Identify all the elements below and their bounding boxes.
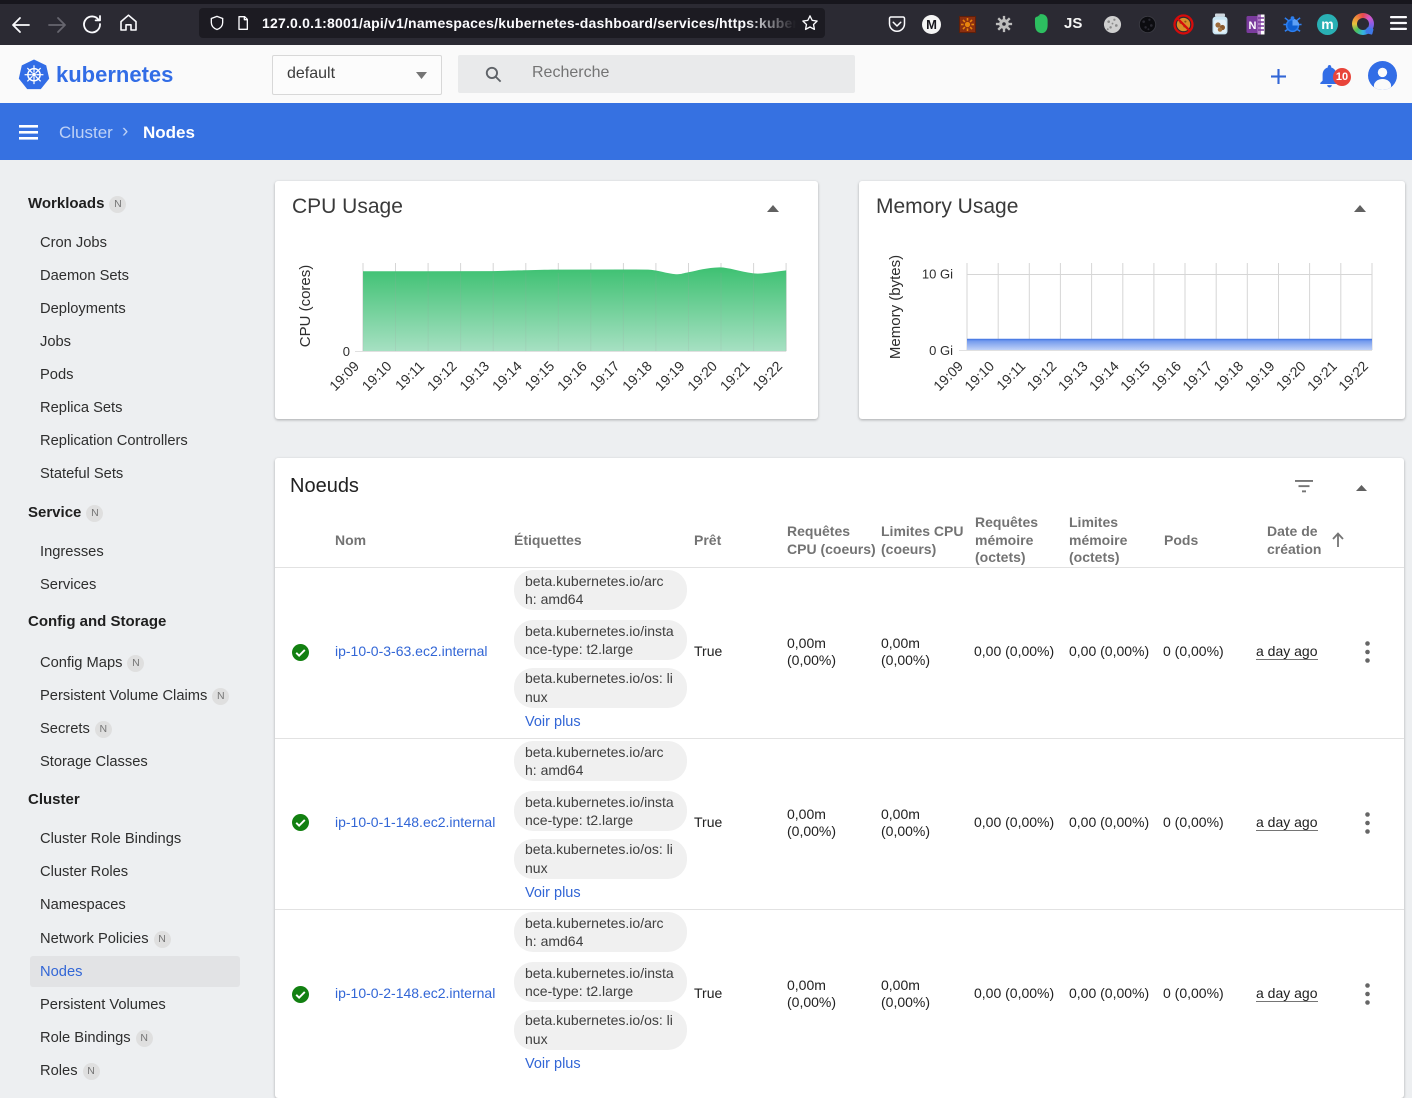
svg-text:19:12: 19:12: [424, 358, 460, 394]
svg-text:19:09: 19:09: [326, 358, 362, 394]
svg-text:19:20: 19:20: [684, 358, 720, 394]
svg-text:19:19: 19:19: [652, 358, 688, 394]
svg-text:19:09: 19:09: [930, 358, 966, 394]
svg-text:19:21: 19:21: [1304, 358, 1340, 394]
svg-text:19:16: 19:16: [554, 358, 590, 394]
svg-text:19:13: 19:13: [456, 358, 492, 394]
svg-text:10 Gi: 10 Gi: [922, 267, 953, 282]
svg-text:19:10: 19:10: [359, 358, 395, 394]
svg-text:19:13: 19:13: [1055, 358, 1091, 394]
svg-text:19:14: 19:14: [1086, 358, 1122, 394]
svg-text:19:17: 19:17: [586, 358, 622, 394]
svg-text:19:22: 19:22: [1335, 358, 1371, 394]
svg-text:N: N: [1249, 20, 1257, 32]
svg-text:Memory (bytes): Memory (bytes): [887, 255, 904, 359]
svg-text:19:21: 19:21: [717, 358, 753, 394]
svg-text:19:14: 19:14: [489, 358, 525, 394]
svg-text:19:12: 19:12: [1023, 358, 1059, 394]
svg-text:19:16: 19:16: [1148, 358, 1184, 394]
svg-text:CPU (cores): CPU (cores): [297, 265, 314, 348]
svg-text:0 Gi: 0 Gi: [929, 343, 953, 358]
svg-text:19:10: 19:10: [961, 358, 997, 394]
svg-text:19:18: 19:18: [619, 358, 655, 394]
svg-text:0: 0: [343, 344, 350, 359]
svg-text:19:17: 19:17: [1179, 358, 1215, 394]
svg-text:19:18: 19:18: [1210, 358, 1246, 394]
svg-text:19:15: 19:15: [1117, 358, 1153, 394]
svg-text:19:11: 19:11: [392, 358, 428, 394]
svg-text:19:20: 19:20: [1273, 358, 1309, 394]
svg-text:19:19: 19:19: [1242, 358, 1278, 394]
svg-text:19:15: 19:15: [521, 358, 557, 394]
svg-text:19:11: 19:11: [993, 358, 1029, 394]
svg-text:19:22: 19:22: [749, 358, 785, 394]
